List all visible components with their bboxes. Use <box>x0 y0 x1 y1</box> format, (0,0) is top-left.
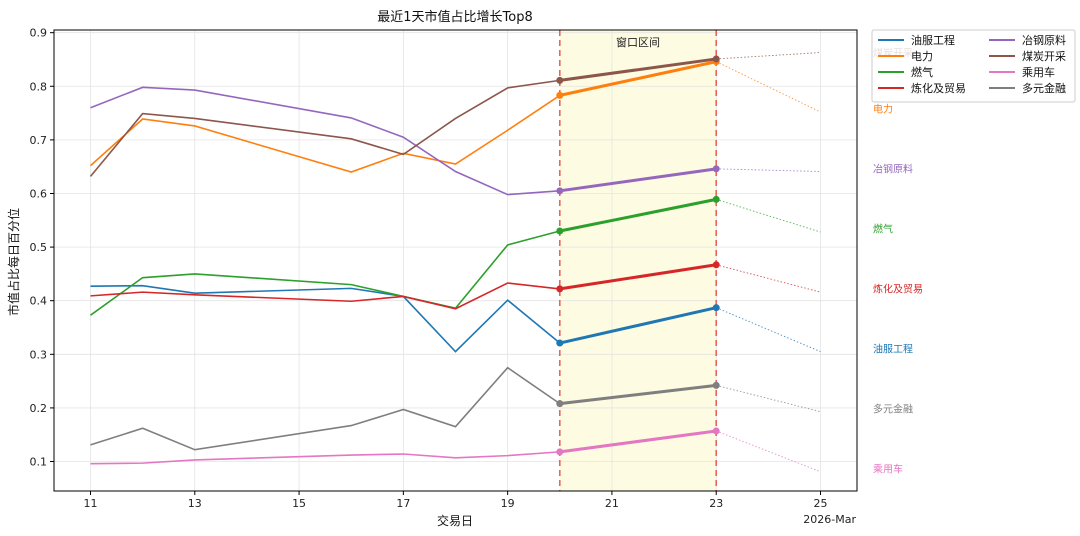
y-tick-label: 0.8 <box>30 80 48 93</box>
x-tick-label: 17 <box>396 497 410 510</box>
series-window-line <box>559 306 717 345</box>
series-projection <box>716 384 821 413</box>
series-point <box>556 91 564 99</box>
end-label: 冶钢原料 <box>873 162 913 175</box>
series-projection <box>716 168 821 172</box>
series-point <box>556 285 564 293</box>
legend-label: 乘用车 <box>1022 65 1055 79</box>
series-projection <box>716 307 821 353</box>
window-band <box>559 30 717 491</box>
series-line <box>89 79 560 177</box>
series-line <box>89 94 561 173</box>
end-label: 乘用车 <box>873 463 903 476</box>
x-offset-label: 2026-Mar <box>803 513 856 526</box>
series-projection <box>716 52 821 60</box>
series-window-line <box>559 167 717 193</box>
series-line <box>90 451 560 465</box>
y-tick-label: 0.5 <box>30 241 48 254</box>
x-tick-label: 21 <box>605 497 619 510</box>
window-label: 窗口区间 <box>616 35 660 49</box>
y-tick-label: 0.9 <box>30 27 48 40</box>
series-projection <box>716 198 821 233</box>
series-point <box>556 187 564 195</box>
series-window-line <box>559 263 717 291</box>
series-line <box>90 284 561 353</box>
end-label: 电力 <box>873 102 893 115</box>
end-label: 燃气 <box>873 222 893 235</box>
legend-label: 电力 <box>911 50 933 63</box>
legend-label: 炼化及贸易 <box>911 81 966 95</box>
x-tick-label: 23 <box>709 497 723 510</box>
legend-label: 燃气 <box>911 65 933 79</box>
legend-box <box>871 29 1076 103</box>
series-projection <box>716 264 821 293</box>
series-projection <box>716 430 821 473</box>
y-axis-title: 市值占比每日百分位 <box>6 208 21 316</box>
end-label: 炼化及贸易 <box>873 282 923 295</box>
y-tick-label: 0.3 <box>30 348 48 361</box>
y-tick-label: 0.2 <box>30 402 48 415</box>
x-tick-label: 11 <box>84 497 98 510</box>
series-line <box>90 86 560 196</box>
x-tick-label: 19 <box>501 497 515 510</box>
y-tick-label: 0.4 <box>30 295 48 308</box>
legend-label: 煤炭开采 <box>1022 50 1066 63</box>
series-point <box>556 76 564 84</box>
series-point <box>556 227 564 235</box>
y-tick-label: 0.7 <box>30 134 48 147</box>
legend-label: 油服工程 <box>911 33 955 47</box>
series-point <box>556 339 564 347</box>
x-tick-label: 15 <box>292 497 306 510</box>
series-point <box>556 448 564 456</box>
chart-title: 最近1天市值占比增长Top8 <box>377 9 532 25</box>
series-window-line <box>559 57 717 82</box>
legend-label: 多元金融 <box>1022 81 1066 95</box>
series-line <box>90 366 561 451</box>
y-tick-label: 0.1 <box>30 456 48 469</box>
x-axis-title: 交易日 <box>437 513 473 528</box>
series-window-line <box>559 60 717 97</box>
series-window-line <box>559 383 717 406</box>
series-line <box>90 230 560 316</box>
end-label: 油服工程 <box>873 342 913 355</box>
series-projection <box>716 61 821 113</box>
x-tick-label: 25 <box>814 497 828 510</box>
series-line <box>90 282 560 310</box>
series-point <box>556 400 564 408</box>
end-label: 多元金融 <box>873 403 913 416</box>
y-tick-label: 0.6 <box>30 187 48 200</box>
legend-label: 冶钢原料 <box>1022 33 1066 47</box>
x-tick-label: 13 <box>188 497 202 510</box>
plot-frame <box>53 29 858 492</box>
series-window-line <box>559 429 717 454</box>
series-window-line <box>559 197 717 233</box>
